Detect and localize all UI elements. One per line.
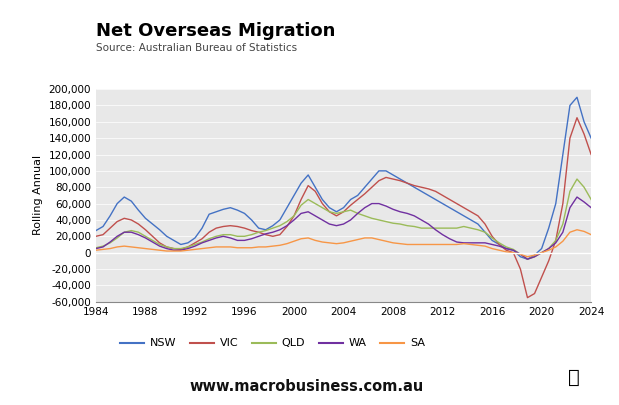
SA — [566, 230, 574, 234]
NSW — [587, 136, 595, 141]
SA — [524, 254, 531, 259]
SA — [163, 249, 170, 254]
NSW — [566, 103, 574, 108]
QLD — [545, 246, 552, 251]
QLD — [573, 177, 581, 181]
WA — [587, 205, 595, 210]
Line: WA: WA — [96, 197, 591, 259]
QLD — [163, 245, 170, 249]
SA — [573, 227, 581, 232]
VIC — [545, 258, 552, 263]
Line: NSW: NSW — [96, 97, 591, 259]
WA — [106, 240, 114, 245]
WA — [389, 207, 397, 212]
Line: VIC: VIC — [96, 118, 591, 298]
WA — [163, 246, 170, 251]
Text: Source: Australian Bureau of Statistics: Source: Australian Bureau of Statistics — [96, 43, 297, 53]
VIC — [163, 245, 170, 249]
SA — [92, 248, 100, 253]
NSW — [106, 213, 114, 218]
Text: www.macrobusiness.com.au: www.macrobusiness.com.au — [189, 379, 423, 394]
NSW — [389, 173, 397, 177]
Text: BUSINESS: BUSINESS — [523, 44, 576, 53]
Legend: NSW, VIC, QLD, WA, SA: NSW, VIC, QLD, WA, SA — [115, 334, 430, 353]
NSW — [92, 228, 100, 233]
Y-axis label: Rolling Annual: Rolling Annual — [33, 156, 43, 235]
SA — [106, 246, 114, 251]
VIC — [389, 177, 397, 181]
QLD — [524, 257, 531, 262]
VIC — [566, 136, 574, 141]
QLD — [566, 189, 574, 194]
VIC — [587, 152, 595, 157]
NSW — [333, 209, 340, 214]
QLD — [92, 245, 100, 250]
SA — [587, 232, 595, 237]
QLD — [389, 221, 397, 226]
QLD — [333, 211, 340, 216]
NSW — [545, 226, 552, 230]
NSW — [573, 95, 581, 100]
Text: Net Overseas Migration: Net Overseas Migration — [96, 22, 335, 40]
WA — [524, 257, 531, 262]
Line: SA: SA — [96, 230, 591, 257]
SA — [545, 248, 552, 253]
Text: MACRO: MACRO — [522, 19, 577, 32]
WA — [566, 205, 574, 210]
NSW — [163, 234, 170, 239]
NSW — [524, 257, 531, 262]
VIC — [92, 234, 100, 239]
SA — [333, 241, 340, 246]
QLD — [106, 241, 114, 245]
Line: QLD: QLD — [96, 179, 591, 259]
Text: 🐺: 🐺 — [568, 368, 580, 387]
WA — [573, 195, 581, 200]
QLD — [587, 197, 595, 202]
WA — [92, 246, 100, 251]
VIC — [333, 213, 340, 218]
VIC — [524, 295, 531, 300]
WA — [545, 246, 552, 251]
VIC — [106, 226, 114, 230]
SA — [389, 241, 397, 245]
WA — [333, 223, 340, 228]
VIC — [573, 115, 581, 120]
